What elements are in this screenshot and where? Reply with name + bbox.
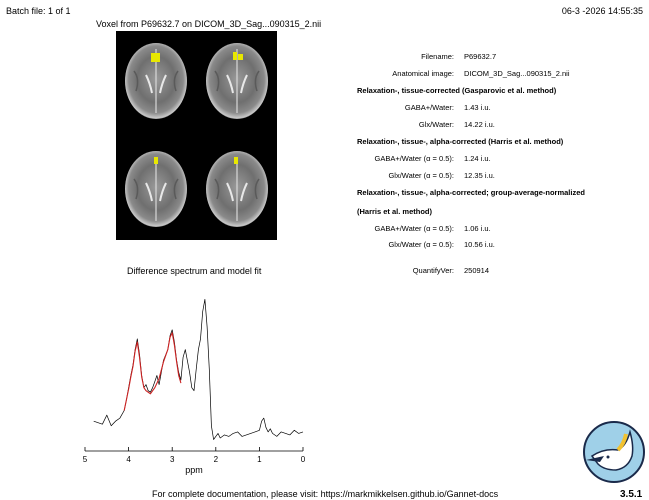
series-layer <box>93 298 304 440</box>
voxel-title: Voxel from P69632.7 on DICOM_3D_Sag...09… <box>96 19 322 29</box>
sec2-glx-label: Glx/Water (α = 0.5): <box>388 171 454 180</box>
x-tick-label-5: 5 <box>83 455 88 464</box>
x-tick-label-4: 4 <box>126 455 131 464</box>
brain-slice-2 <box>206 43 268 119</box>
anat-label: Anatomical image: <box>392 69 454 78</box>
x-tick-label-3: 3 <box>170 455 175 464</box>
sec3-gaba-value: 1.06 i.u. <box>464 224 491 233</box>
sec1-glx-value: 14.22 i.u. <box>464 120 495 129</box>
batch-file-label: Batch file: 1 of 1 <box>6 6 71 16</box>
gannet-logo-icon <box>583 421 645 483</box>
section1-title: Relaxation-, tissue-corrected (Gasparovi… <box>357 86 557 95</box>
series-line-model-fit <box>123 332 182 411</box>
filename-value: P69632.7 <box>464 52 497 61</box>
section3-title-line2: (Harris et al. method) <box>357 207 433 216</box>
x-tick-label-2: 2 <box>214 455 219 464</box>
quantify-value: 250914 <box>464 266 490 275</box>
version-label: 3.5.1 <box>620 489 643 500</box>
series-line-spectrum <box>93 298 304 440</box>
sec3-glx-label: Glx/Water (α = 0.5): <box>388 240 454 249</box>
voxel-brain-panel <box>116 31 277 240</box>
section3-title-line1: Relaxation-, tissue-, alpha-corrected; g… <box>357 188 585 197</box>
sec2-glx-value: 12.35 i.u. <box>464 171 495 180</box>
quantify-label: QuantifyVer: <box>412 266 454 275</box>
sec1-glx-label: Glx/Water: <box>418 120 454 129</box>
sec1-gaba-label: GABA+/Water: <box>404 103 454 112</box>
brain-slice-3 <box>125 151 187 227</box>
section2-title: Relaxation-, tissue-, alpha-corrected (H… <box>357 137 564 146</box>
sec3-glx-value: 10.56 i.u. <box>464 240 495 249</box>
filename-label: Filename: <box>421 52 454 61</box>
x-axis-label: ppm <box>185 465 203 475</box>
datetime-label: 06-3 -2026 14:55:35 <box>561 6 643 16</box>
x-ticks: 5 4 3 2 1 0 <box>83 447 306 464</box>
chart-title: Difference spectrum and model fit <box>127 266 262 276</box>
x-tick-label-1: 1 <box>257 455 262 464</box>
docs-link-text: For complete documentation, please visit… <box>152 489 499 499</box>
sec2-gaba-label: GABA+/Water (α = 0.5): <box>374 154 454 163</box>
sec1-gaba-value: 1.43 i.u. <box>464 103 491 112</box>
x-tick-label-0: 0 <box>301 455 306 464</box>
sec2-gaba-value: 1.24 i.u. <box>464 154 491 163</box>
brain-slice-1 <box>125 43 187 119</box>
anat-value: DICOM_3D_Sag...090315_2.nii <box>464 69 570 78</box>
spectrum-chart: 5 4 3 2 1 0 ppm <box>83 298 306 475</box>
brain-slice-4 <box>206 151 268 227</box>
sec3-gaba-label: GABA+/Water (α = 0.5): <box>374 224 454 233</box>
